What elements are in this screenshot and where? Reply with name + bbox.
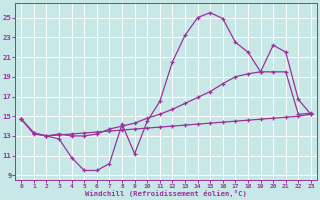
X-axis label: Windchill (Refroidissement éolien,°C): Windchill (Refroidissement éolien,°C) — [85, 190, 247, 197]
